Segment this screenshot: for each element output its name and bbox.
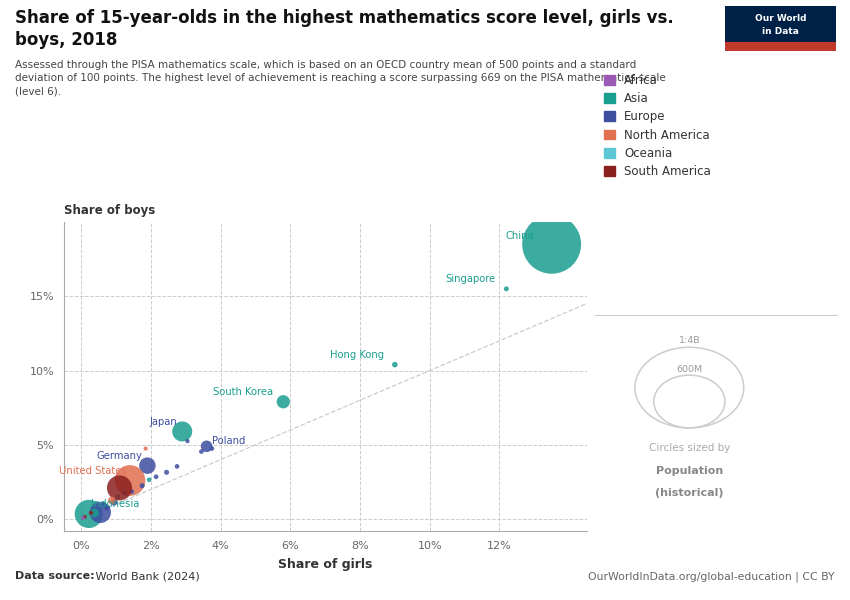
Point (388, 360, 402, 370)
Text: Circles sized by: Circles sized by (649, 443, 730, 453)
Point (105, 496, 119, 505)
Point (181, 436, 195, 446)
Text: Our World: Our World (755, 14, 806, 23)
Point (205, 444, 218, 454)
Point (195, 447, 208, 457)
Point (111, 492, 125, 502)
Point (135, 481, 149, 490)
Text: boys, 2018: boys, 2018 (15, 31, 117, 49)
FancyBboxPatch shape (725, 43, 836, 51)
Point (175, 427, 189, 436)
Point (84, 508, 98, 518)
Text: OurWorldInData.org/global-education | CC BY: OurWorldInData.org/global-education | CC… (588, 571, 835, 582)
Text: Poland: Poland (212, 436, 246, 446)
Text: Assessed through the PISA mathematics scale, which is based on an OECD country m: Assessed through the PISA mathematics sc… (15, 60, 666, 97)
Point (123, 476, 137, 485)
Point (125, 487, 139, 496)
Text: Hong Kong: Hong Kong (331, 350, 384, 360)
Text: Singapore: Singapore (445, 274, 496, 284)
Text: World Bank (2024): World Bank (2024) (92, 571, 200, 581)
Point (88, 508, 101, 518)
Text: Population: Population (655, 466, 723, 476)
Point (100, 503, 114, 513)
Text: Share of boys: Share of boys (64, 204, 155, 217)
Point (90, 506, 104, 516)
Point (76, 513, 90, 523)
Point (113, 483, 127, 493)
Text: in Data: in Data (762, 26, 799, 36)
Text: Share of 15-year-olds in the highest mathematics score level, girls vs.: Share of 15-year-olds in the highest mat… (15, 9, 674, 27)
X-axis label: Share of girls: Share of girls (278, 557, 372, 571)
Point (118, 488, 132, 498)
Point (140, 461, 154, 470)
Point (139, 444, 152, 454)
Legend: Africa, Asia, Europe, North America, Oceania, South America: Africa, Asia, Europe, North America, Oce… (599, 69, 716, 183)
Text: Data source:: Data source: (15, 571, 95, 581)
Point (500, 284, 513, 293)
Point (545, 239, 558, 249)
Text: 600M: 600M (677, 365, 702, 374)
Point (94, 508, 107, 517)
FancyBboxPatch shape (725, 6, 836, 43)
Text: Indonesia: Indonesia (91, 499, 139, 509)
Text: Germany: Germany (96, 451, 142, 461)
Point (150, 472, 163, 482)
Text: United States: United States (59, 466, 127, 476)
Text: Japan: Japan (150, 417, 177, 427)
Point (170, 461, 184, 471)
Text: China: China (506, 232, 534, 241)
Text: South Korea: South Korea (212, 387, 273, 397)
Text: (historical): (historical) (655, 488, 723, 499)
Point (107, 497, 121, 507)
Text: 1:4B: 1:4B (678, 336, 700, 345)
Point (78, 512, 92, 521)
Point (82, 509, 96, 519)
Point (142, 475, 156, 485)
Point (97, 500, 110, 510)
Point (160, 467, 173, 477)
Point (200, 442, 213, 451)
Point (276, 397, 290, 407)
